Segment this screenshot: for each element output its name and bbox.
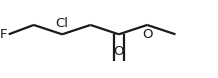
Text: F: F [0, 28, 8, 41]
Text: O: O [142, 28, 152, 41]
Text: O: O [114, 45, 124, 58]
Text: Cl: Cl [56, 17, 69, 30]
